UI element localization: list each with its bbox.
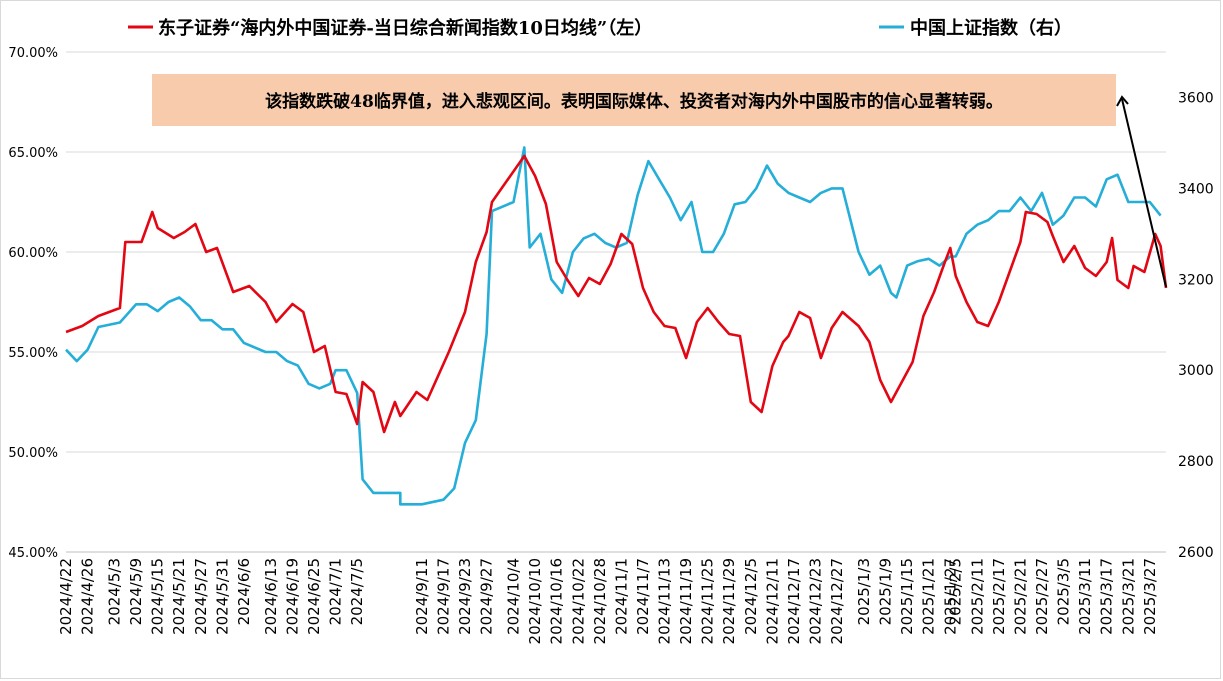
x-tick-label: 2025/1/27 <box>941 558 959 635</box>
x-tick-label: 2025/3/11 <box>1076 558 1094 635</box>
x-tick-label: 2024/5/21 <box>170 558 188 635</box>
left-tick-label: 45.00% <box>8 546 58 561</box>
left-tick-label: 60.00% <box>8 246 58 261</box>
x-tick-label: 2025/1/9 <box>877 558 895 625</box>
x-tick-label: 2025/3/27 <box>1141 558 1159 635</box>
x-tick-label: 2024/4/26 <box>79 558 97 635</box>
legend-label-shanghai-index: 中国上证指数（右） <box>910 17 1072 39</box>
x-tick-label: 2024/9/17 <box>435 558 453 635</box>
annotation-text: 该指数跌破48临界值，进入悲观区间。表明国际媒体、投资者对海内外中国股市的信心显… <box>265 91 1003 112</box>
annotation-arrow <box>1116 95 1167 288</box>
right-tick-label: 3400 <box>1178 181 1214 197</box>
x-tick-label: 2024/6/13 <box>262 558 280 635</box>
gridlines <box>66 51 1166 553</box>
x-tick-label: 2024/5/3 <box>106 558 124 625</box>
right-axis-ticks: 2600 2800 3000 3200 3400 3600 <box>1178 90 1214 561</box>
x-tick-label: 2024/9/27 <box>478 558 496 635</box>
right-tick-label: 2600 <box>1178 545 1214 561</box>
x-tick-label: 2024/11/1 <box>612 558 630 635</box>
x-tick-label: 2024/7/1 <box>327 558 345 625</box>
x-tick-label: 2024/5/9 <box>127 558 145 625</box>
x-tick-label: 2024/10/16 <box>548 558 566 644</box>
x-tick-label: 2025/2/5 <box>947 558 965 625</box>
right-tick-label: 3000 <box>1178 363 1214 379</box>
x-tick-label: 2024/11/7 <box>634 558 652 635</box>
x-tick-label: 2024/11/25 <box>699 558 717 644</box>
x-tick-label: 2025/3/21 <box>1119 558 1137 635</box>
x-tick-label: 2024/7/5 <box>348 558 366 625</box>
x-tick-label: 2025/2/17 <box>990 558 1008 635</box>
x-tick-label: 2025/2/11 <box>968 558 986 635</box>
arrow-line <box>1121 98 1167 288</box>
right-tick-label: 2800 <box>1178 454 1214 470</box>
left-tick-label: 65.00% <box>8 146 58 161</box>
x-tick-label: 2024/12/27 <box>828 558 846 644</box>
x-tick-label: 2024/11/19 <box>677 558 695 644</box>
x-tick-label: 2025/1/3 <box>855 558 873 625</box>
x-tick-label: 2024/12/23 <box>807 558 825 644</box>
x-axis-ticks: 2024/4/22 2024/4/26 2024/5/3 2024/5/9 2024/5… <box>57 558 1159 644</box>
left-axis-ticks: 45.00% 50.00% 55.00% 60.00% 65.00% 70.00% <box>8 46 58 561</box>
left-tick-label: 70.00% <box>8 46 58 61</box>
x-tick-label: 2024/10/10 <box>526 558 544 644</box>
x-tick-label: 2024/5/27 <box>192 558 210 635</box>
x-tick-label: 2024/9/23 <box>456 558 474 635</box>
arrow-head <box>1116 95 1129 107</box>
left-tick-label: 50.00% <box>8 446 58 461</box>
x-tick-label: 2024/11/13 <box>656 558 674 644</box>
legend-label-news-index: 东子证券“海内外中国证券-当日综合新闻指数10日均线”（左） <box>158 17 652 39</box>
x-tick-label: 2024/5/15 <box>149 558 167 635</box>
x-tick-label: 2024/5/31 <box>213 558 231 635</box>
x-tick-label: 2024/11/29 <box>720 558 738 644</box>
x-tick-label: 2025/2/21 <box>1011 558 1029 635</box>
right-tick-label: 3200 <box>1178 272 1214 288</box>
x-tick-label: 2024/10/22 <box>569 558 587 644</box>
x-tick-label: 2025/1/21 <box>920 558 938 635</box>
series-layer <box>65 146 1168 506</box>
legend: 东子证券“海内外中国证券-当日综合新闻指数10日均线”（左） 中国上证指数（右） <box>128 17 1072 39</box>
x-tick-label: 2025/3/17 <box>1098 558 1116 635</box>
left-tick-label: 55.00% <box>8 346 58 361</box>
x-tick-label: 2025/1/15 <box>898 558 916 635</box>
x-tick-label: 2024/12/11 <box>763 558 781 644</box>
x-tick-label: 2024/10/28 <box>591 558 609 644</box>
x-tick-label: 2024/6/25 <box>305 558 323 635</box>
right-tick-label: 3600 <box>1178 90 1214 106</box>
series-line-news-index <box>65 154 1168 434</box>
x-tick-label: 2025/3/5 <box>1055 558 1073 625</box>
x-tick-label: 2024/12/5 <box>742 558 760 635</box>
x-tick-label: 2024/6/19 <box>284 558 302 635</box>
x-tick-label: 2024/9/11 <box>413 558 431 635</box>
x-tick-label: 2024/12/17 <box>785 558 803 644</box>
x-tick-label: 2024/10/4 <box>505 558 523 635</box>
annotation-box <box>152 74 1116 126</box>
annotation: 该指数跌破48临界值，进入悲观区间。表明国际媒体、投资者对海内外中国股市的信心显… <box>152 74 1116 126</box>
x-tick-label: 2025/2/27 <box>1033 558 1051 635</box>
series-line-shanghai-index <box>65 146 1162 506</box>
x-tick-label: 2024/6/6 <box>235 558 253 625</box>
x-tick-label: 2024/4/22 <box>57 558 75 635</box>
